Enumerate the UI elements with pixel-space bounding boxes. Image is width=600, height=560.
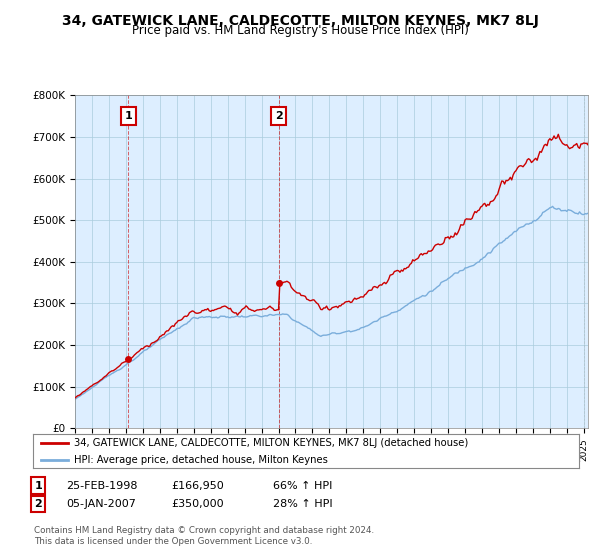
Text: 2: 2 — [34, 499, 42, 509]
Text: £166,950: £166,950 — [171, 480, 224, 491]
Text: 34, GATEWICK LANE, CALDECOTTE, MILTON KEYNES, MK7 8LJ: 34, GATEWICK LANE, CALDECOTTE, MILTON KE… — [62, 14, 538, 28]
Text: HPI: Average price, detached house, Milton Keynes: HPI: Average price, detached house, Milt… — [74, 455, 328, 465]
Text: Contains HM Land Registry data © Crown copyright and database right 2024.
This d: Contains HM Land Registry data © Crown c… — [34, 526, 374, 546]
Text: 1: 1 — [34, 480, 42, 491]
Text: Price paid vs. HM Land Registry's House Price Index (HPI): Price paid vs. HM Land Registry's House … — [131, 24, 469, 37]
Text: 05-JAN-2007: 05-JAN-2007 — [66, 499, 136, 509]
Text: 66% ↑ HPI: 66% ↑ HPI — [273, 480, 332, 491]
Text: £350,000: £350,000 — [171, 499, 224, 509]
Text: 34, GATEWICK LANE, CALDECOTTE, MILTON KEYNES, MK7 8LJ (detached house): 34, GATEWICK LANE, CALDECOTTE, MILTON KE… — [74, 438, 468, 449]
Text: 2: 2 — [275, 111, 283, 121]
Text: 25-FEB-1998: 25-FEB-1998 — [66, 480, 137, 491]
Text: 1: 1 — [125, 111, 133, 121]
Text: 28% ↑ HPI: 28% ↑ HPI — [273, 499, 332, 509]
